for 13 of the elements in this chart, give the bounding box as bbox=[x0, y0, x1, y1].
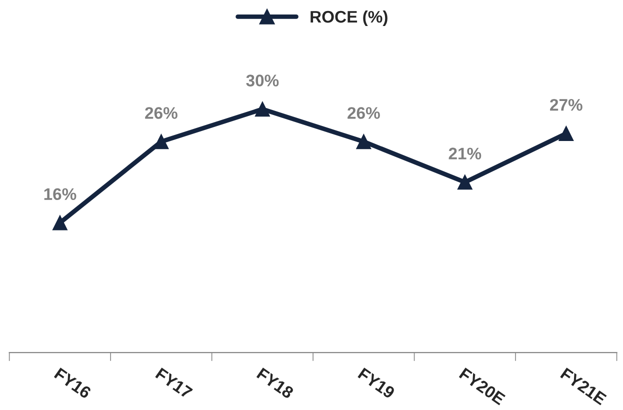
point bbox=[457, 174, 472, 190]
point bbox=[254, 102, 270, 117]
point bbox=[558, 126, 574, 141]
data-label: 30% bbox=[246, 74, 279, 86]
legend-label: ROCE (%) bbox=[310, 10, 388, 26]
point bbox=[154, 134, 169, 150]
data-label: 27% bbox=[550, 98, 582, 111]
data-label: 16% bbox=[44, 188, 76, 200]
point bbox=[52, 215, 68, 230]
data-label: 26% bbox=[145, 107, 178, 119]
data-label: 26% bbox=[348, 107, 380, 119]
data-label: 21% bbox=[448, 148, 482, 160]
point bbox=[356, 134, 372, 150]
